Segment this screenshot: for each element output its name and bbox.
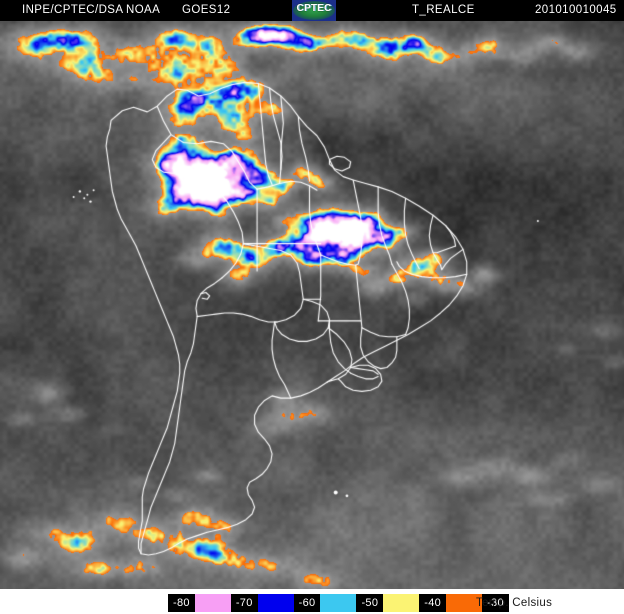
cptec-logo-globe — [293, 1, 335, 20]
legend-label-minus70: -70 — [230, 594, 258, 612]
satellite-image-canvas — [0, 21, 624, 589]
swatch-pink-minus70 — [194, 594, 231, 612]
swatch-yellow-minus40 — [383, 594, 420, 612]
legend-label-minus30: -30 — [482, 594, 509, 612]
header-agency: NOAA — [126, 4, 161, 16]
header-timestamp: 201010010045 — [535, 4, 617, 16]
cptec-logo-label: CPTEC — [296, 3, 332, 14]
header-product: T_REALCE — [412, 4, 475, 16]
legend-label-minus60: -60 — [293, 594, 321, 612]
swatch-orange-minus30 — [446, 594, 483, 612]
cptec-logo-icon: CPTEC — [292, 0, 336, 21]
temperature-colorbar: -80 -70 -60 -50 -40 -30 — [168, 594, 509, 612]
legend-label-minus50: -50 — [356, 594, 384, 612]
swatch-blue-minus60 — [257, 594, 294, 612]
header-satellite: GOES12 — [182, 4, 231, 16]
legend-label-minus40: -40 — [419, 594, 447, 612]
legend-units-label: Temp. Celsius — [476, 597, 553, 609]
header-institution: INPE/CPTEC/DSA — [22, 4, 124, 16]
legend-label-minus80: -80 — [168, 594, 195, 612]
header-bar: INPE/CPTEC/DSA NOAA GOES12 T_REALCE 2010… — [0, 0, 624, 21]
satellite-image — [0, 21, 624, 589]
legend-bar-container: -80 -70 -60 -50 -40 -30 Temp. Celsius — [0, 589, 624, 614]
swatch-cyan-minus50 — [320, 594, 357, 612]
